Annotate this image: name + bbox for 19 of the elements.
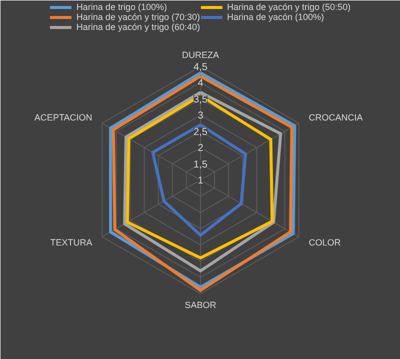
- spoke-label: SABOR: [184, 300, 217, 310]
- spoke-label: TEXTURA: [50, 237, 92, 248]
- spoke-label: ACEPTACION: [34, 112, 92, 123]
- y-tick-label: 4,5: [194, 62, 208, 73]
- y-tick-label: 4: [198, 78, 204, 90]
- y-tick-label: 3,5: [194, 94, 208, 106]
- legend-label: Harina de trigo (100%): [76, 2, 167, 12]
- y-tick-label: 1,5: [194, 159, 208, 170]
- spoke-label: COLOR: [308, 237, 342, 248]
- spoke-label: CROCANCIA: [308, 112, 363, 123]
- legend-label: Harina de yacón y trigo (50:50): [227, 2, 351, 12]
- legend-label: Harina de yacón y trigo (70:30): [76, 12, 200, 22]
- y-tick-label: 1: [198, 176, 204, 186]
- y-tick-label: 2,5: [194, 126, 208, 138]
- legend-label: Harina de yacón y trigo (60:40): [76, 22, 200, 32]
- spoke-label: DUREZA: [182, 50, 220, 60]
- y-tick-label: 3: [198, 110, 204, 122]
- y-tick-label: 2: [198, 143, 204, 154]
- legend-label: Harina de yacón (100%): [227, 12, 324, 22]
